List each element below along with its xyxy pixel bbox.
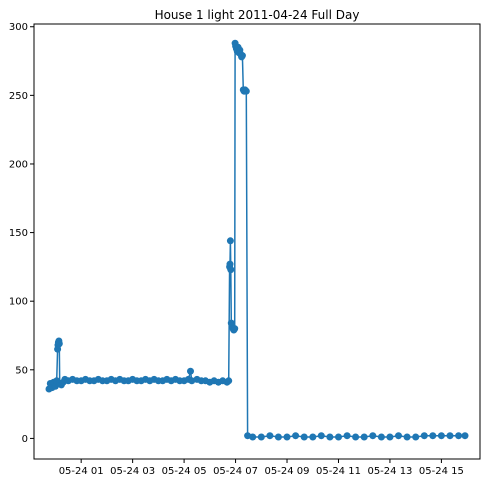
data-point: [309, 433, 317, 441]
data-point: [238, 52, 246, 60]
x-tick-label: 05-24 05: [162, 466, 207, 477]
axes-frame: [33, 23, 481, 460]
x-tick-label: 05-24 01: [59, 466, 104, 477]
y-tick-label: 200: [9, 159, 28, 170]
x-tick-label: 05-24 13: [367, 466, 412, 477]
chart-title: House 1 light 2011-04-24 Full Day: [155, 8, 360, 22]
data-point: [343, 432, 351, 440]
data-point: [257, 433, 265, 441]
y-tick-label: 300: [9, 22, 28, 33]
data-point: [326, 433, 334, 441]
data-point: [369, 432, 377, 440]
data-point: [283, 433, 291, 441]
data-point: [455, 432, 463, 440]
data-point: [386, 433, 394, 441]
x-tick-label: 05-24 11: [316, 466, 361, 477]
y-tick-label: 150: [9, 228, 28, 239]
data-point: [317, 432, 325, 440]
data-point: [231, 325, 239, 333]
data-point: [226, 260, 234, 268]
data-point: [412, 433, 420, 441]
data-point: [292, 432, 300, 440]
data-point: [225, 377, 233, 385]
data-point: [226, 237, 234, 245]
data-point: [227, 266, 235, 274]
data-point: [377, 433, 385, 441]
data-point: [335, 433, 342, 441]
data-point: [446, 432, 454, 440]
x-tick-label: 05-24 09: [265, 466, 310, 477]
data-point: [360, 433, 368, 441]
y-tick-label: 50: [15, 365, 28, 376]
data-point: [55, 340, 63, 348]
data-point: [395, 432, 402, 440]
data-point: [300, 433, 308, 441]
data-point: [420, 432, 428, 440]
data-point: [249, 433, 257, 441]
x-tick-label: 05-24 15: [419, 466, 464, 477]
data-point: [437, 432, 445, 440]
data-point: [403, 433, 411, 441]
data-point: [429, 432, 437, 440]
data-point: [352, 433, 360, 441]
data-point: [461, 432, 469, 440]
plot-area: [45, 39, 469, 441]
x-tick-label: 05-24 07: [213, 466, 258, 477]
y-tick-label: 0: [22, 434, 28, 445]
y-tick-label: 100: [9, 297, 28, 308]
data-point: [187, 367, 194, 375]
x-tick-label: 05-24 03: [110, 466, 155, 477]
data-point: [266, 432, 274, 440]
y-axis: 0 50 100 150 200 250 300: [9, 22, 34, 445]
y-tick-label: 250: [9, 91, 28, 102]
data-point: [274, 433, 282, 441]
x-axis: 05-24 01 05-24 03 05-24 05 05-24 07 05-24 09…: [59, 459, 464, 477]
data-point: [242, 87, 250, 95]
